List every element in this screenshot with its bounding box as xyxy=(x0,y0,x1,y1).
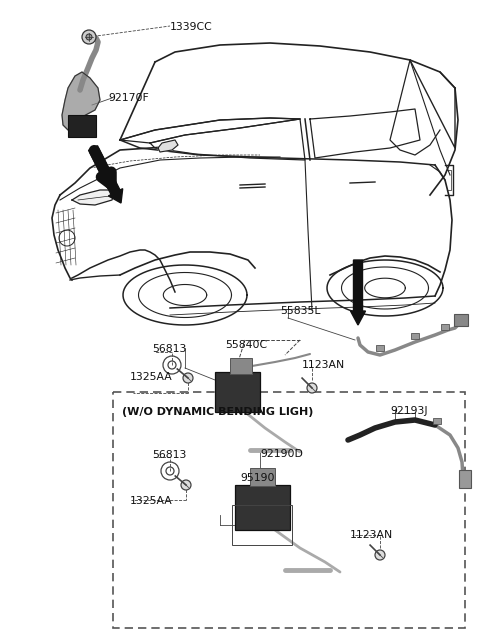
Text: 1325AA: 1325AA xyxy=(130,496,173,506)
Bar xyxy=(376,345,384,351)
FancyArrow shape xyxy=(88,146,123,203)
Bar xyxy=(230,358,252,374)
Bar xyxy=(454,314,468,326)
Circle shape xyxy=(82,30,96,44)
Text: 56813: 56813 xyxy=(152,344,186,354)
Circle shape xyxy=(181,480,191,490)
Bar xyxy=(411,333,419,339)
Text: 1339CC: 1339CC xyxy=(170,22,213,32)
Circle shape xyxy=(183,373,193,383)
Bar xyxy=(232,505,292,545)
Text: 95190: 95190 xyxy=(240,473,275,483)
Bar xyxy=(441,324,449,330)
Polygon shape xyxy=(62,72,100,130)
Bar xyxy=(113,392,465,628)
Polygon shape xyxy=(158,140,178,152)
Bar xyxy=(68,115,96,137)
Text: 92170F: 92170F xyxy=(108,93,149,103)
Text: 1325AA: 1325AA xyxy=(130,372,173,382)
Text: (W/O DYNAMIC BENDING LIGH): (W/O DYNAMIC BENDING LIGH) xyxy=(122,407,313,417)
Text: 56813: 56813 xyxy=(152,450,186,460)
Circle shape xyxy=(307,383,317,393)
Text: 55840C: 55840C xyxy=(225,340,267,350)
Circle shape xyxy=(86,34,92,40)
Text: 1123AN: 1123AN xyxy=(302,360,345,370)
Bar xyxy=(459,470,471,488)
Text: 92193J: 92193J xyxy=(390,406,428,416)
Text: 1123AN: 1123AN xyxy=(350,530,393,540)
Bar xyxy=(250,468,275,486)
Bar xyxy=(215,372,260,412)
Text: 92190D: 92190D xyxy=(260,449,303,459)
Bar xyxy=(235,485,290,530)
Bar xyxy=(433,418,441,424)
Polygon shape xyxy=(72,190,115,205)
FancyArrow shape xyxy=(350,260,365,325)
Text: 55835L: 55835L xyxy=(280,306,321,316)
Circle shape xyxy=(375,550,385,560)
